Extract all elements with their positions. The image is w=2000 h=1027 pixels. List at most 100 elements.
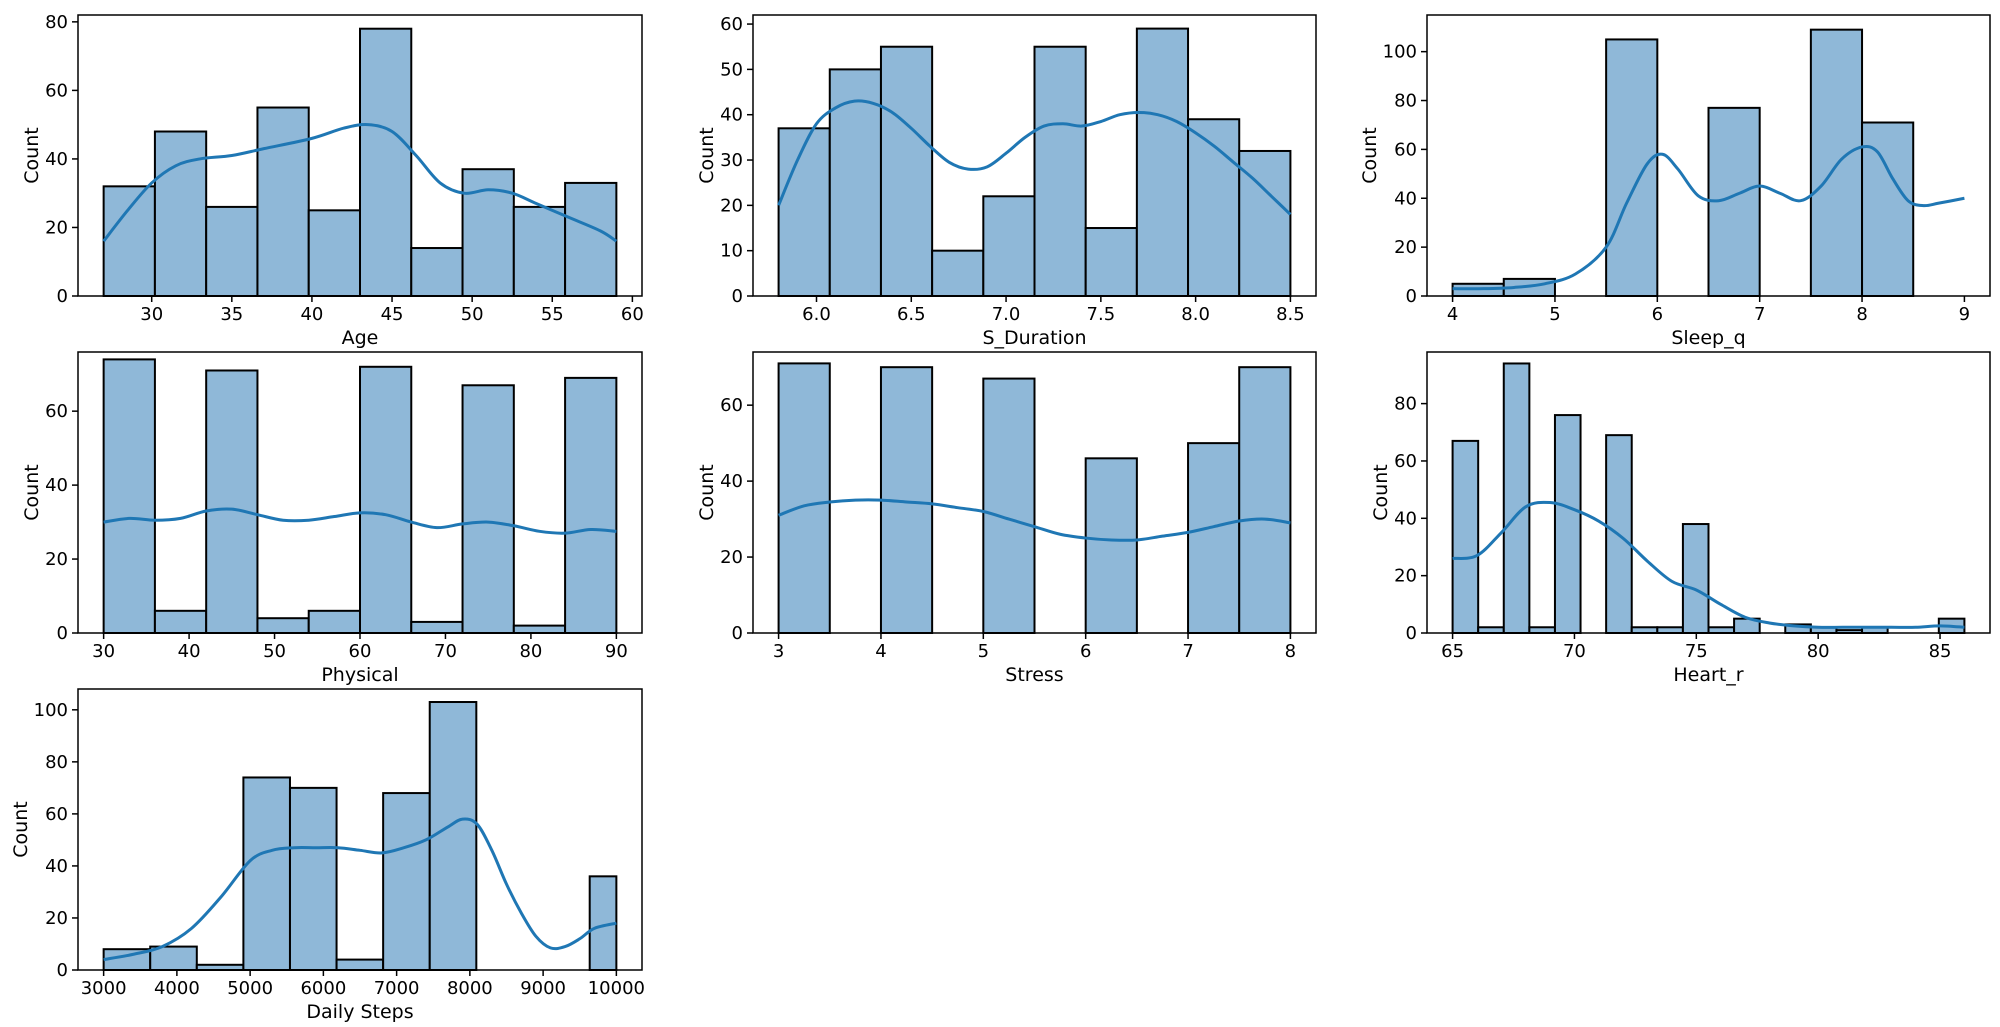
histogram-bar [307,609,361,635]
y-tick-label: 50 [720,59,743,80]
histogram-bar [205,205,259,297]
x-tick-label: 50 [461,304,484,325]
x-tick-label: 45 [381,304,404,325]
histogram-bar [153,130,208,297]
x-tick-label: 60 [349,641,372,662]
histogram-bar [382,792,431,972]
x-tick-label: 35 [220,304,243,325]
y-tick-label: 40 [720,105,743,126]
x-tick-label: 9000 [520,978,566,999]
y-tick-label: 30 [720,150,743,171]
y-tick-label: 40 [1394,508,1417,529]
x-tick-label: 3 [773,641,784,662]
y-tick-label: 0 [1406,286,1417,307]
kde-curve [778,498,1291,542]
x-tick-label: 90 [605,641,628,662]
histogram-panel-1: 30 35 40 45 50 55 60 0 20 40 60 80 Age Count [21,12,644,349]
y-axis-label: Count [21,127,43,183]
y-tick-label: 20 [45,908,68,929]
kde-curve [103,507,617,535]
y-axis-label: Count [10,801,32,857]
x-tick-label: 70 [1563,641,1586,662]
histogram-bar [149,945,198,971]
x-tick-label: 5 [1549,304,1560,325]
x-tick-label: 60 [621,304,644,325]
histogram-bar [1238,366,1292,634]
axes-frame [752,351,1317,634]
histogram-bar [931,249,985,297]
histogram-bar [359,365,413,634]
histogram-bar [256,617,310,634]
y-tick-label: 60 [720,14,743,35]
axes-frame [1426,14,1991,297]
x-axis-label: S_Duration [982,327,1086,349]
histogram-bar [195,963,245,972]
histogram-bar [359,27,413,298]
x-tick-label: 9 [1959,304,1970,325]
kde-curve [777,99,1292,216]
y-tick-label: 60 [45,401,68,422]
x-tick-label: 40 [300,304,323,325]
x-tick-label: 40 [178,641,201,662]
y-tick-label: 0 [57,960,68,981]
histogram-bar [205,369,259,634]
histogram-panel-6: 65 70 75 80 85 0 20 40 60 80 Heart_r Count [1370,351,1991,686]
histogram-bar [461,168,515,298]
y-tick-label: 80 [1394,91,1417,112]
kde-curve [103,817,617,962]
histogram-bar [564,181,618,297]
histogram-bar [564,376,618,635]
y-tick-label: 20 [1394,237,1417,258]
y-tick-label: 40 [1394,188,1417,209]
x-tick-label: 6.0 [802,304,831,325]
histogram-bar [1553,414,1582,634]
y-tick-label: 20 [1394,566,1417,587]
y-tick-label: 0 [732,286,743,307]
histogram-bar [1187,442,1241,634]
histogram-bar [982,195,1036,298]
y-tick-label: 0 [732,623,743,644]
y-tick-label: 20 [45,549,68,570]
y-tick-label: 60 [45,804,68,825]
histogram-bar [1135,27,1190,298]
x-tick-label: 80 [519,641,542,662]
axes-frame [752,14,1317,297]
histogram-bar [1084,457,1138,634]
histogram-bar [102,358,156,634]
y-tick-label: 80 [1394,394,1417,415]
x-tick-label: 7.0 [992,304,1021,325]
histogram-panel-7: 3000 4000 5000 6000 7000 8000 9000 10000 0 20 40 60… [10,688,645,1023]
histogram-bar [153,609,208,635]
histogram-bar [1681,523,1710,635]
y-tick-label: 40 [45,475,68,496]
x-tick-label: 4 [875,641,886,662]
histogram-bar [1707,626,1736,635]
axes-frame [77,14,643,297]
x-tick-label: 5 [978,641,989,662]
x-tick-label: 7.5 [1087,304,1116,325]
histogram-bar [1656,626,1684,635]
y-tick-label: 60 [1394,139,1417,160]
x-tick-label: 50 [263,641,286,662]
x-axis-label: Age [342,327,379,349]
histogram-bar [512,205,567,297]
histogram-bar [982,377,1036,634]
x-axis-label: Sleep_q [1671,327,1745,349]
axes-frame [77,688,643,971]
x-tick-label: 4 [1447,304,1458,325]
x-tick-label: 8000 [447,978,493,999]
histogram-bar [1451,439,1480,634]
x-tick-label: 10000 [588,978,645,999]
x-tick-label: 6 [1080,641,1091,662]
histogram-bar [428,701,478,972]
x-tick-label: 7 [1754,304,1765,325]
kde-curve [102,123,618,243]
x-tick-label: 5000 [227,978,273,999]
x-tick-label: 80 [1807,641,1830,662]
x-axis-label: Stress [1005,664,1063,686]
histogram-bar [1630,626,1659,635]
histogram-bar [1528,626,1556,635]
histogram-panel-3: 4 5 6 7 8 9 0 20 40 60 80 100 Sleep_q Count [1359,14,1991,349]
histogram-bar [1605,38,1659,297]
